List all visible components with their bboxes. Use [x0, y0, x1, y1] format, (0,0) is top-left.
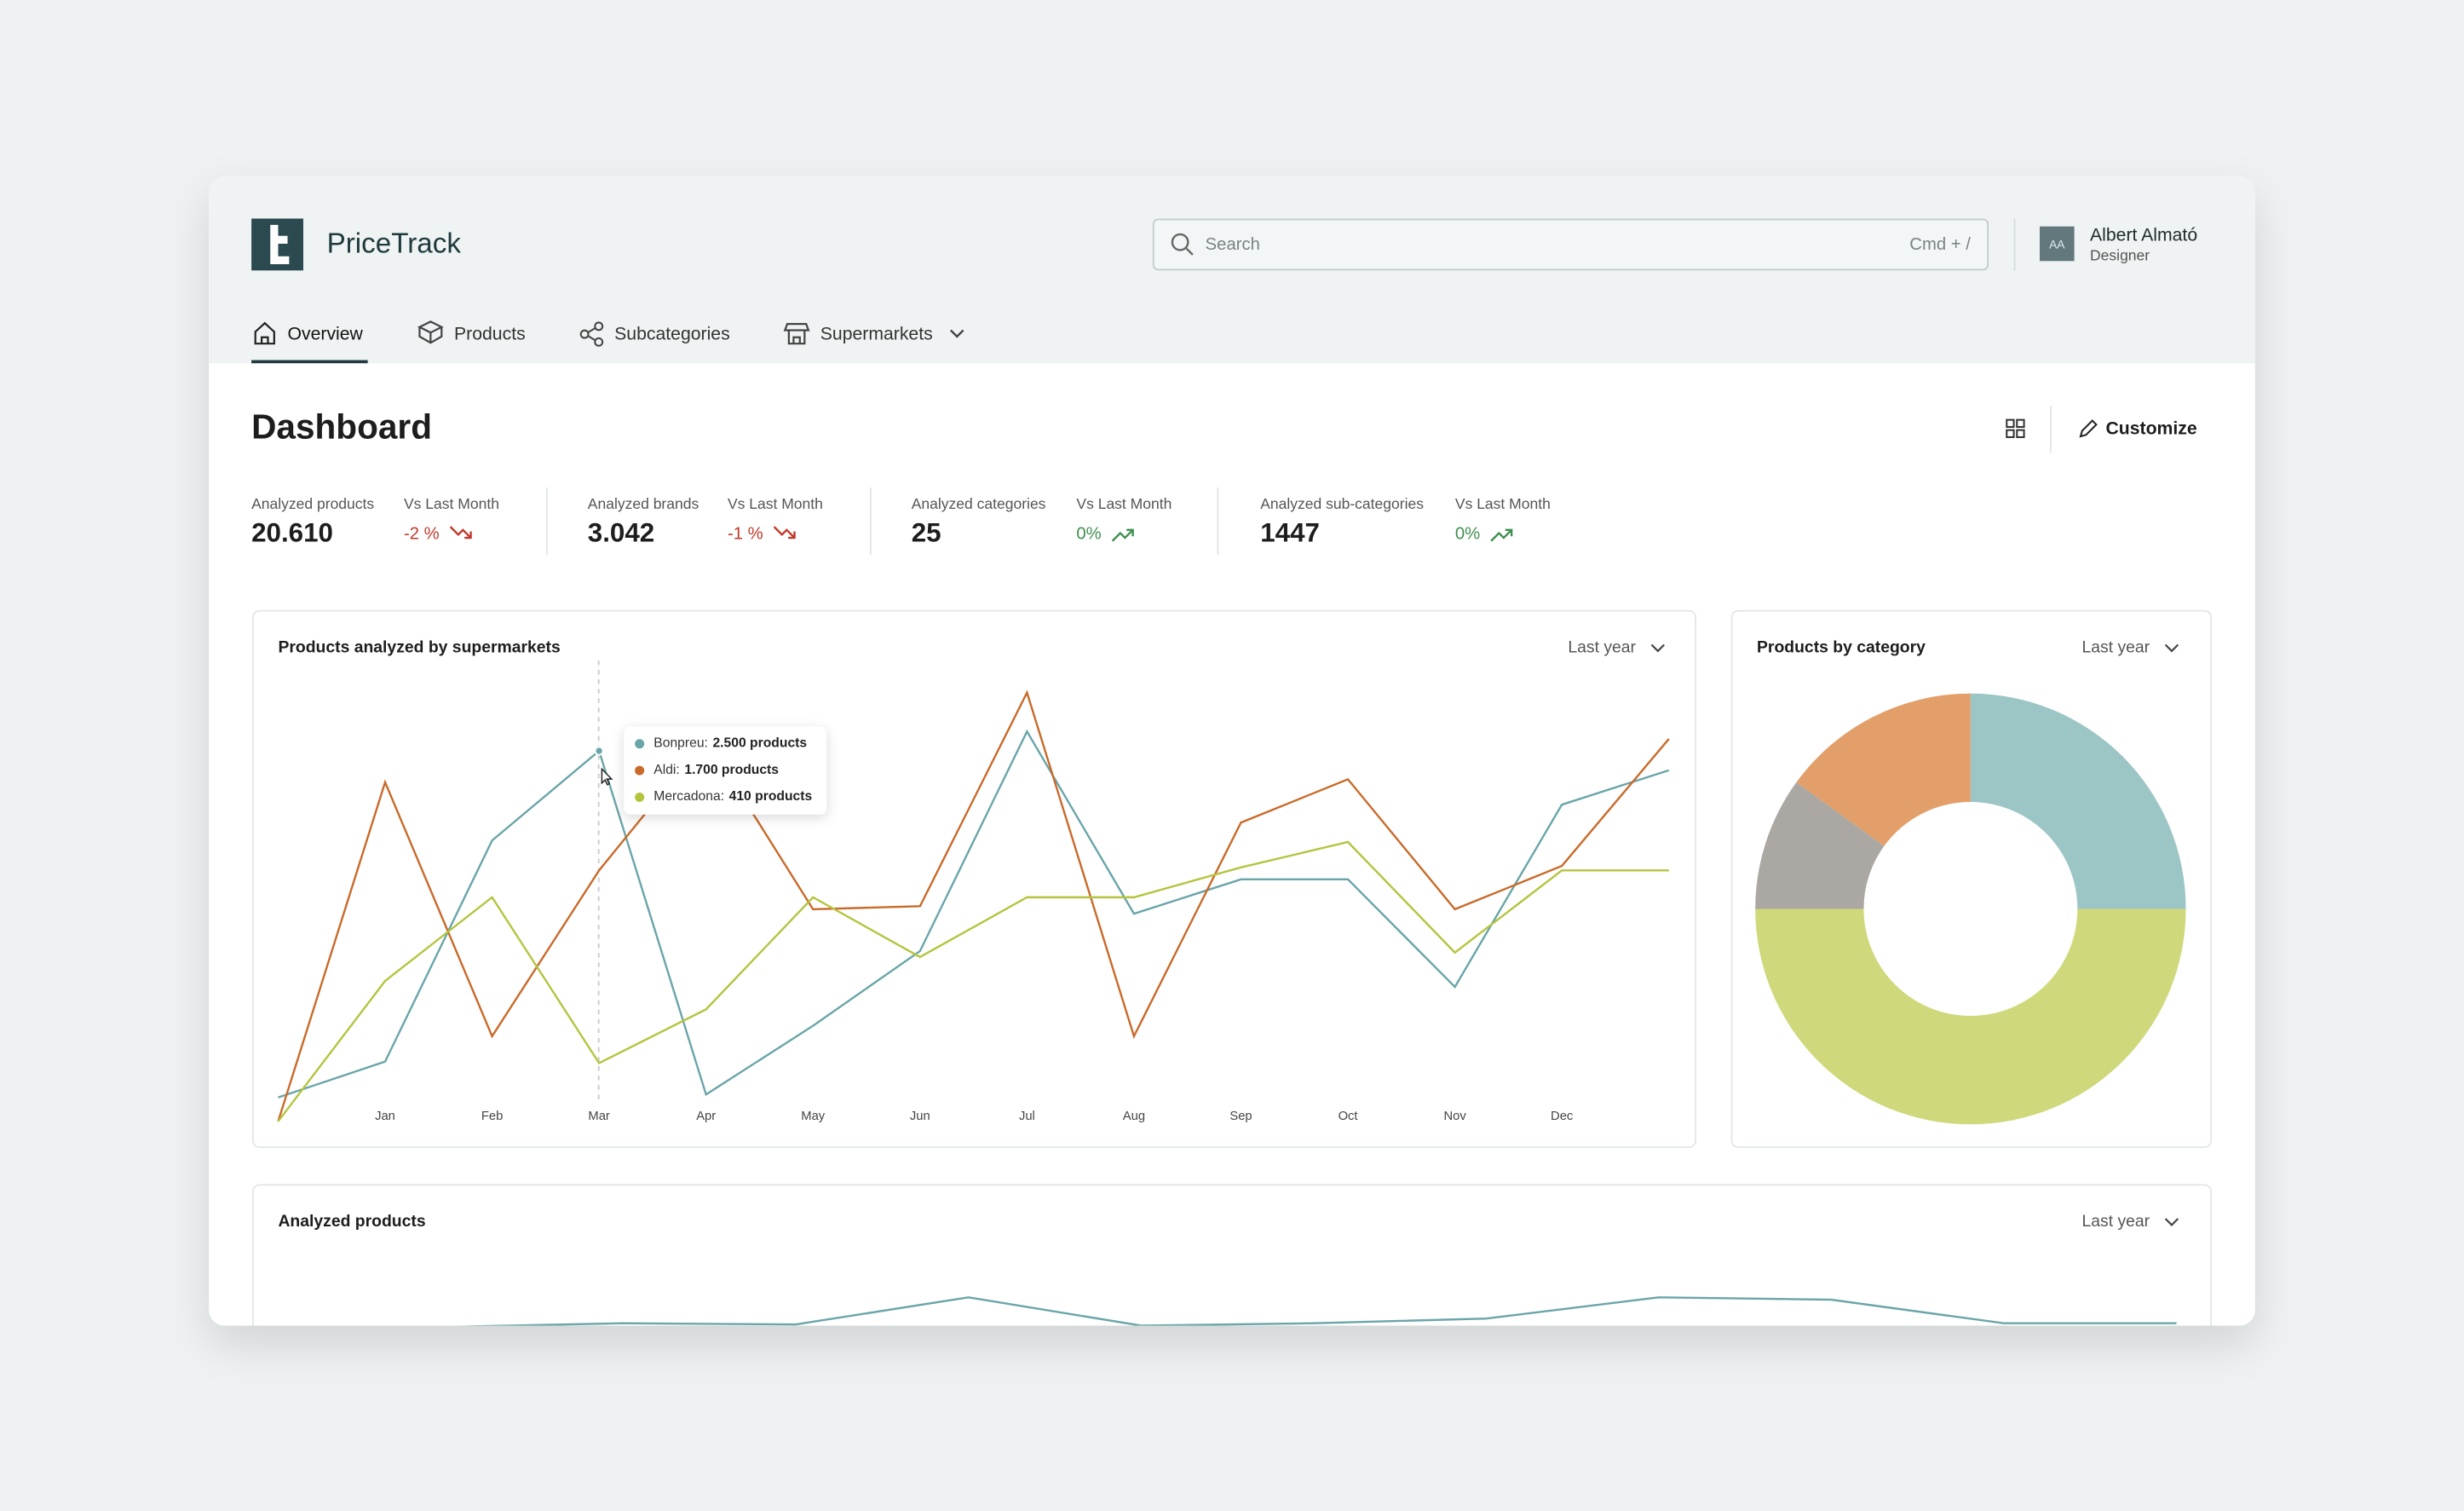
value-label: 410 products: [728, 787, 813, 804]
series-line: [278, 729, 1670, 1099]
value-label: 2.500 products: [712, 734, 808, 751]
nav-item[interactable]: Overview: [251, 321, 368, 364]
chart-title: Products by category: [1757, 637, 1926, 656]
kpi-label: Analyzed categories: [912, 495, 1046, 512]
donut-segment: [1796, 693, 1971, 846]
kpi-change: 0%: [1455, 525, 1480, 544]
legend-dot: [635, 765, 645, 776]
series-name: Bonpreu: [653, 735, 708, 750]
tooltip-row: Bonpreu 2.500 products: [635, 733, 807, 752]
chevron: [2164, 643, 2179, 653]
kpi-compare-label: Vs Last Month: [728, 495, 823, 512]
trend-icon: [1490, 528, 1513, 542]
kpi-value: 20.610: [251, 518, 333, 548]
series-name: Mercadona: [653, 787, 724, 803]
customize-button[interactable]: Customize: [2079, 418, 2197, 438]
nav-label: Supermarkets: [820, 325, 933, 344]
tooltip-row: Aldi 1.700 products: [635, 759, 779, 778]
donut-segment: [1755, 908, 2186, 1125]
x-tick-label: Aug: [1123, 1110, 1145, 1123]
donut-segment: [1970, 693, 2186, 909]
search-icon: [1185, 247, 1194, 256]
customize-label: Customize: [2105, 418, 2196, 438]
x-tick-label: Jun: [910, 1110, 930, 1123]
kpi-value: 3.042: [588, 518, 654, 548]
x-tick-label: May: [801, 1110, 825, 1123]
nav-item[interactable]: Supermarkets: [783, 323, 964, 345]
nav-item[interactable]: Subcategories: [579, 321, 730, 347]
kpi-compare-label: Vs Last Month: [1455, 495, 1551, 512]
page-title: Dashboard: [251, 407, 432, 446]
kpi-change: 0%: [1076, 525, 1101, 544]
kpi-value: 25: [912, 518, 941, 548]
series-line: [277, 689, 1670, 1122]
x-tick-label: Dec: [1551, 1110, 1573, 1123]
x-tick-label: Sep: [1229, 1110, 1252, 1123]
kpi-row: Analyzed products 20.610 Vs Last Month -2 %…: [251, 487, 1551, 556]
kpi-compare-label: Vs Last Month: [404, 495, 499, 512]
x-tick-label: Feb: [481, 1110, 503, 1123]
filter-dropdown[interactable]: Last year: [2082, 1212, 2150, 1231]
charts: Products analyzed by supermarkets Last ye…: [277, 637, 2186, 1326]
chart-title: Analyzed products: [278, 1212, 425, 1231]
user-name: Albert Almató: [2090, 225, 2197, 245]
user-role: Designer: [2090, 246, 2150, 263]
kpi-value: 1447: [1260, 518, 1320, 548]
avatar[interactable]: [2040, 226, 2075, 262]
search-placeholder: Search: [1206, 235, 1260, 254]
search-box[interactable]: [1152, 218, 1989, 271]
series-line: [278, 1296, 2177, 1326]
x-tick-label: Mar: [588, 1110, 609, 1123]
value-label: 1.700 products: [684, 761, 780, 777]
nav-label: Products: [454, 325, 526, 344]
filter-dropdown[interactable]: Last year: [1568, 637, 1636, 656]
avatar-initials: AA: [2049, 238, 2065, 251]
search-shortcut: Cmd + /: [1909, 235, 1971, 254]
kpi-label: Analyzed sub-categories: [1260, 495, 1424, 512]
donut-segment: [1755, 781, 1885, 909]
tooltip-row: Mercadona410 products: [635, 787, 812, 805]
legend-dot: [635, 792, 645, 802]
legend-dot: [635, 738, 645, 748]
nav-underline: [251, 360, 368, 364]
trend-icon: [773, 526, 796, 539]
layout-button[interactable]: [2006, 418, 2025, 438]
filter-dropdown[interactable]: Last year: [2082, 637, 2150, 656]
chart-card: [252, 609, 1697, 1148]
x-tick-label: Nov: [1444, 1110, 1467, 1123]
trend-icon: [1111, 528, 1134, 542]
chart-title: Products analyzed by supermarkets: [278, 637, 560, 656]
cursor: [601, 767, 613, 786]
trend-icon: [449, 526, 472, 539]
kpi-change: -2 %: [404, 525, 440, 544]
app: PriceTrack Search Cmd + / AA Albert Alma…: [209, 176, 2255, 1326]
nav-label: Overview: [288, 325, 364, 344]
brand: PriceTrack: [327, 228, 462, 260]
logo-mark: [270, 224, 290, 264]
nav-label: Subcategories: [614, 325, 730, 344]
tooltip: Bonpreu 2.500 products Aldi 1.700 products M…: [624, 726, 827, 815]
chevron: [1650, 643, 1665, 653]
x-tick-label: Jul: [1019, 1110, 1035, 1123]
kpi-label: Analyzed brands: [588, 495, 699, 512]
hover-point: [594, 746, 604, 756]
kpi-change: -1 %: [728, 525, 763, 544]
kpi-label: Analyzed products: [251, 495, 374, 512]
x-tick-label: Apr: [696, 1110, 716, 1123]
series-name: Aldi: [653, 761, 680, 776]
chevron: [2164, 1218, 2179, 1226]
chart-card: [252, 1184, 2212, 1326]
series-line: [277, 840, 1669, 1122]
x-tick-label: Jan: [375, 1110, 395, 1123]
kpi-compare-label: Vs Last Month: [1076, 495, 1172, 512]
x-tick-label: Oct: [1339, 1110, 1358, 1123]
nav-item[interactable]: Products: [417, 320, 526, 344]
search-icon: [1171, 233, 1189, 251]
